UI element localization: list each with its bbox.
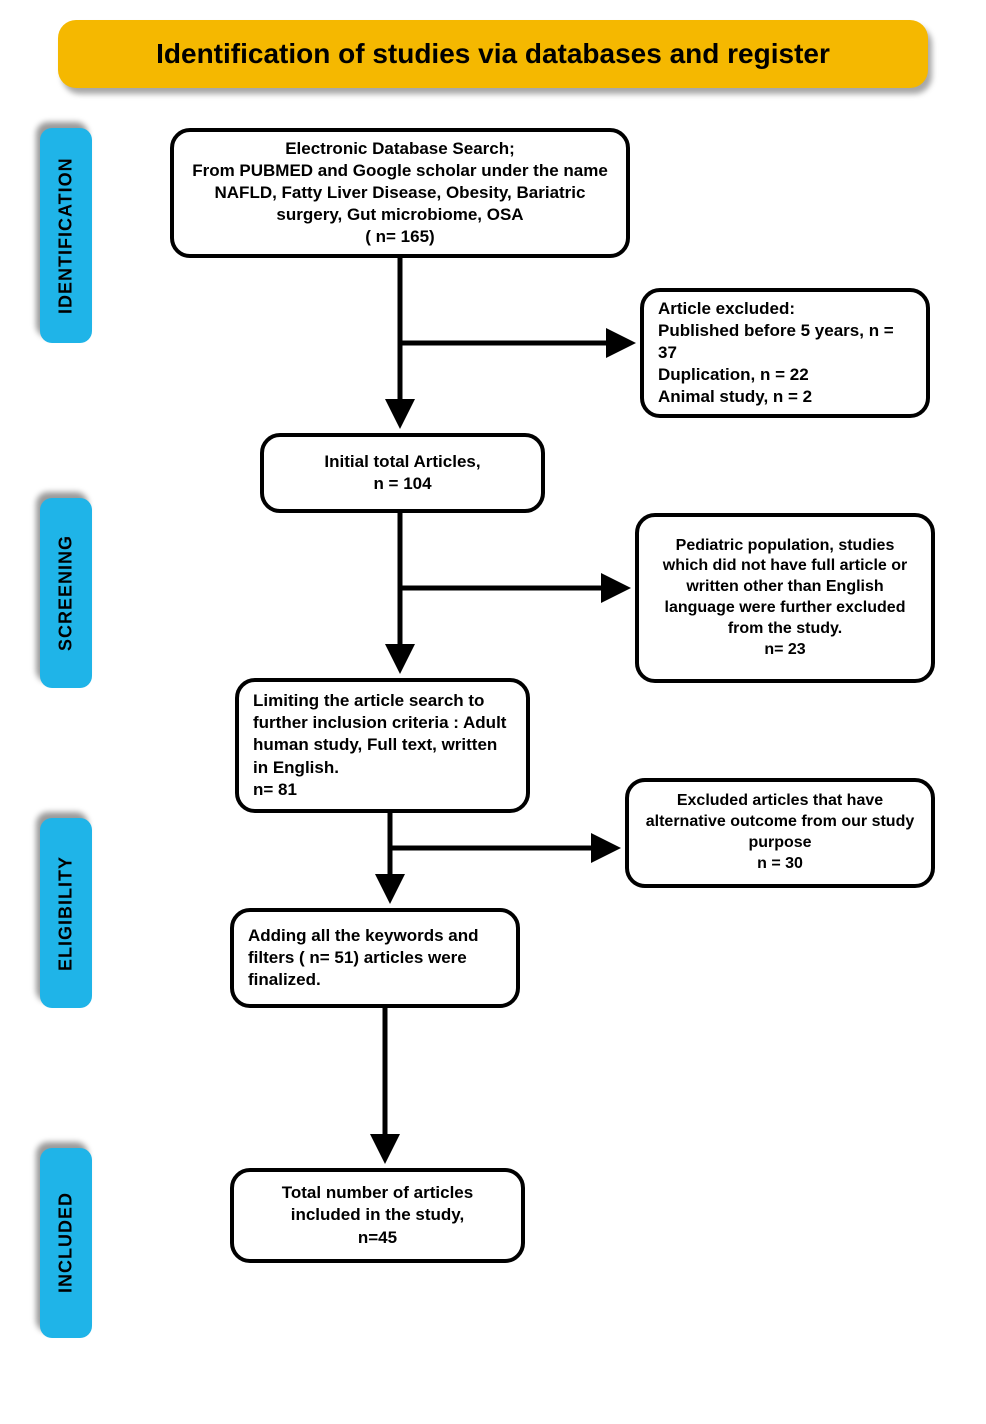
header-banner: Identification of studies via databases … xyxy=(58,20,928,88)
stage-label-text: ELIGIBILITY xyxy=(56,856,77,971)
stage-label-text: INCLUDED xyxy=(56,1193,77,1294)
stage-identification: IDENTIFICATION xyxy=(40,128,92,343)
box-keywords-finalized: Adding all the keywords and filters ( n=… xyxy=(230,908,520,1008)
box-excluded-pediatric: Pediatric population, studies which did … xyxy=(635,513,935,683)
box-text: Limiting the article search to further i… xyxy=(253,690,512,800)
box-text: Initial total Articles,n = 104 xyxy=(324,451,480,495)
stage-screening: SCREENING xyxy=(40,498,92,688)
box-text: Pediatric population, studies which did … xyxy=(653,536,917,661)
box-text: Electronic Database Search;From PUBMED a… xyxy=(188,138,612,248)
stage-eligibility: ELIGIBILITY xyxy=(40,818,92,1008)
stage-label-text: SCREENING xyxy=(56,535,77,651)
box-initial-total: Initial total Articles,n = 104 xyxy=(260,433,545,513)
prisma-flowchart: IDENTIFICATION SCREENING ELIGIBILITY INC… xyxy=(20,118,966,1378)
stage-label-text: IDENTIFICATION xyxy=(56,157,77,314)
box-database-search: Electronic Database Search;From PUBMED a… xyxy=(170,128,630,258)
box-text: Total number of articles included in the… xyxy=(248,1182,507,1248)
box-limiting-criteria: Limiting the article search to further i… xyxy=(235,678,530,813)
box-excluded-outcome: Excluded articles that have alternative … xyxy=(625,778,935,888)
box-text: Article excluded:Published before 5 year… xyxy=(658,298,912,408)
box-total-included: Total number of articles included in the… xyxy=(230,1168,525,1263)
box-excluded-initial: Article excluded:Published before 5 year… xyxy=(640,288,930,418)
stage-included: INCLUDED xyxy=(40,1148,92,1338)
box-text: Adding all the keywords and filters ( n=… xyxy=(248,925,502,991)
header-title: Identification of studies via databases … xyxy=(156,38,830,69)
box-text: Excluded articles that have alternative … xyxy=(643,791,917,874)
